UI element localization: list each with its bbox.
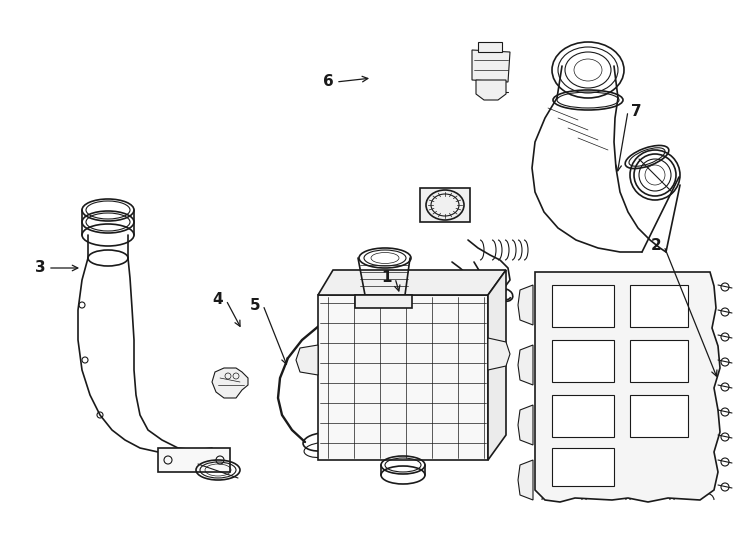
Text: 7: 7 xyxy=(631,104,642,118)
Polygon shape xyxy=(535,272,720,502)
Text: 3: 3 xyxy=(34,260,46,275)
Bar xyxy=(552,395,614,437)
Polygon shape xyxy=(518,405,533,445)
Polygon shape xyxy=(472,50,510,82)
Text: 5: 5 xyxy=(250,298,261,313)
Bar xyxy=(318,450,326,456)
Polygon shape xyxy=(212,368,248,398)
Polygon shape xyxy=(478,42,502,52)
Polygon shape xyxy=(518,285,533,325)
Text: 1: 1 xyxy=(382,271,392,286)
Bar xyxy=(552,285,614,327)
Bar xyxy=(630,285,688,327)
Polygon shape xyxy=(318,270,506,295)
Polygon shape xyxy=(476,80,506,100)
Polygon shape xyxy=(488,338,510,370)
Polygon shape xyxy=(420,188,470,222)
Bar xyxy=(552,448,614,486)
Polygon shape xyxy=(355,295,412,308)
Polygon shape xyxy=(296,345,318,375)
Text: 4: 4 xyxy=(213,293,223,307)
Bar xyxy=(552,340,614,382)
Bar xyxy=(630,340,688,382)
Polygon shape xyxy=(318,295,488,460)
Bar xyxy=(630,395,688,437)
Polygon shape xyxy=(518,460,533,500)
Polygon shape xyxy=(488,270,506,460)
Polygon shape xyxy=(518,345,533,385)
Text: 2: 2 xyxy=(650,239,661,253)
Polygon shape xyxy=(158,448,230,472)
Text: 6: 6 xyxy=(323,75,333,90)
